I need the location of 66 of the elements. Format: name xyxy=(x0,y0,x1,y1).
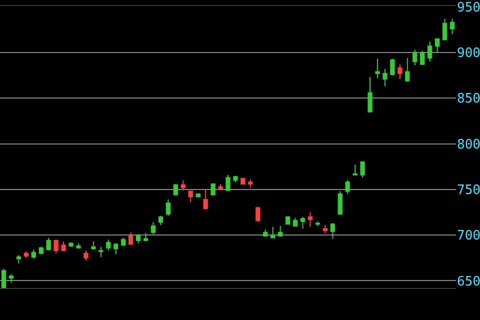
candlestick xyxy=(38,246,44,255)
candlestick xyxy=(352,164,358,176)
candlestick xyxy=(210,183,216,196)
candlestick xyxy=(68,242,74,248)
candlestick xyxy=(375,58,380,79)
candlestick xyxy=(158,215,164,226)
candlestick xyxy=(338,190,342,215)
y-tick-label: 750 xyxy=(457,182,480,198)
candlestick xyxy=(54,239,58,254)
y-tick-label: 800 xyxy=(457,137,480,152)
candlestick xyxy=(106,239,111,252)
candlestick xyxy=(345,180,350,194)
candlestick xyxy=(188,190,193,203)
candlestick xyxy=(450,18,455,35)
candlestick xyxy=(285,216,290,225)
candlestick xyxy=(128,232,134,245)
candlestick xyxy=(300,216,306,230)
candlestick xyxy=(91,240,96,250)
y-tick-label: 650 xyxy=(457,274,480,290)
candlestick xyxy=(98,246,104,258)
candlestick xyxy=(24,251,28,258)
candlestick xyxy=(434,38,440,54)
candlestick xyxy=(292,217,298,226)
candlestick xyxy=(8,274,14,284)
candlestick xyxy=(218,183,223,191)
candlestick xyxy=(248,178,253,188)
candlestick xyxy=(16,254,22,264)
y-tick-label: 950 xyxy=(457,0,480,16)
y-tick-label: 700 xyxy=(457,228,480,244)
candlestick xyxy=(121,237,126,247)
candlestick xyxy=(203,188,208,210)
candlestick xyxy=(114,242,118,255)
candlestick xyxy=(61,240,66,252)
candlestick xyxy=(368,76,372,112)
candlestick xyxy=(405,58,410,82)
candlestick xyxy=(330,222,335,240)
candlestick xyxy=(240,178,246,184)
candlestick xyxy=(76,242,81,250)
y-tick-label: 900 xyxy=(457,46,480,62)
candlestick xyxy=(256,206,260,223)
candlestick xyxy=(442,18,448,40)
y-tick-label: 850 xyxy=(457,92,480,107)
candlestick xyxy=(166,198,171,216)
candlestick xyxy=(308,212,313,228)
candlestick xyxy=(46,237,51,252)
candlestick xyxy=(412,49,418,66)
candlestick xyxy=(322,224,328,234)
candlestick xyxy=(233,175,238,183)
candlestick xyxy=(270,226,276,238)
candlestick xyxy=(382,68,388,87)
candlestick xyxy=(428,41,432,62)
candlestick xyxy=(398,64,402,80)
candlestick xyxy=(315,220,320,226)
candlestick xyxy=(180,180,186,191)
candlestick xyxy=(420,50,425,65)
candlestick xyxy=(263,229,268,236)
candlestick xyxy=(360,162,365,178)
candlestick xyxy=(150,222,156,235)
candlestick xyxy=(136,234,141,244)
candlestick xyxy=(143,232,148,242)
candlestick xyxy=(390,58,395,76)
candlestick xyxy=(173,183,178,196)
candlestick xyxy=(31,249,36,260)
candlestick xyxy=(278,225,283,236)
candlestick xyxy=(84,250,88,262)
candlestick xyxy=(226,174,230,191)
